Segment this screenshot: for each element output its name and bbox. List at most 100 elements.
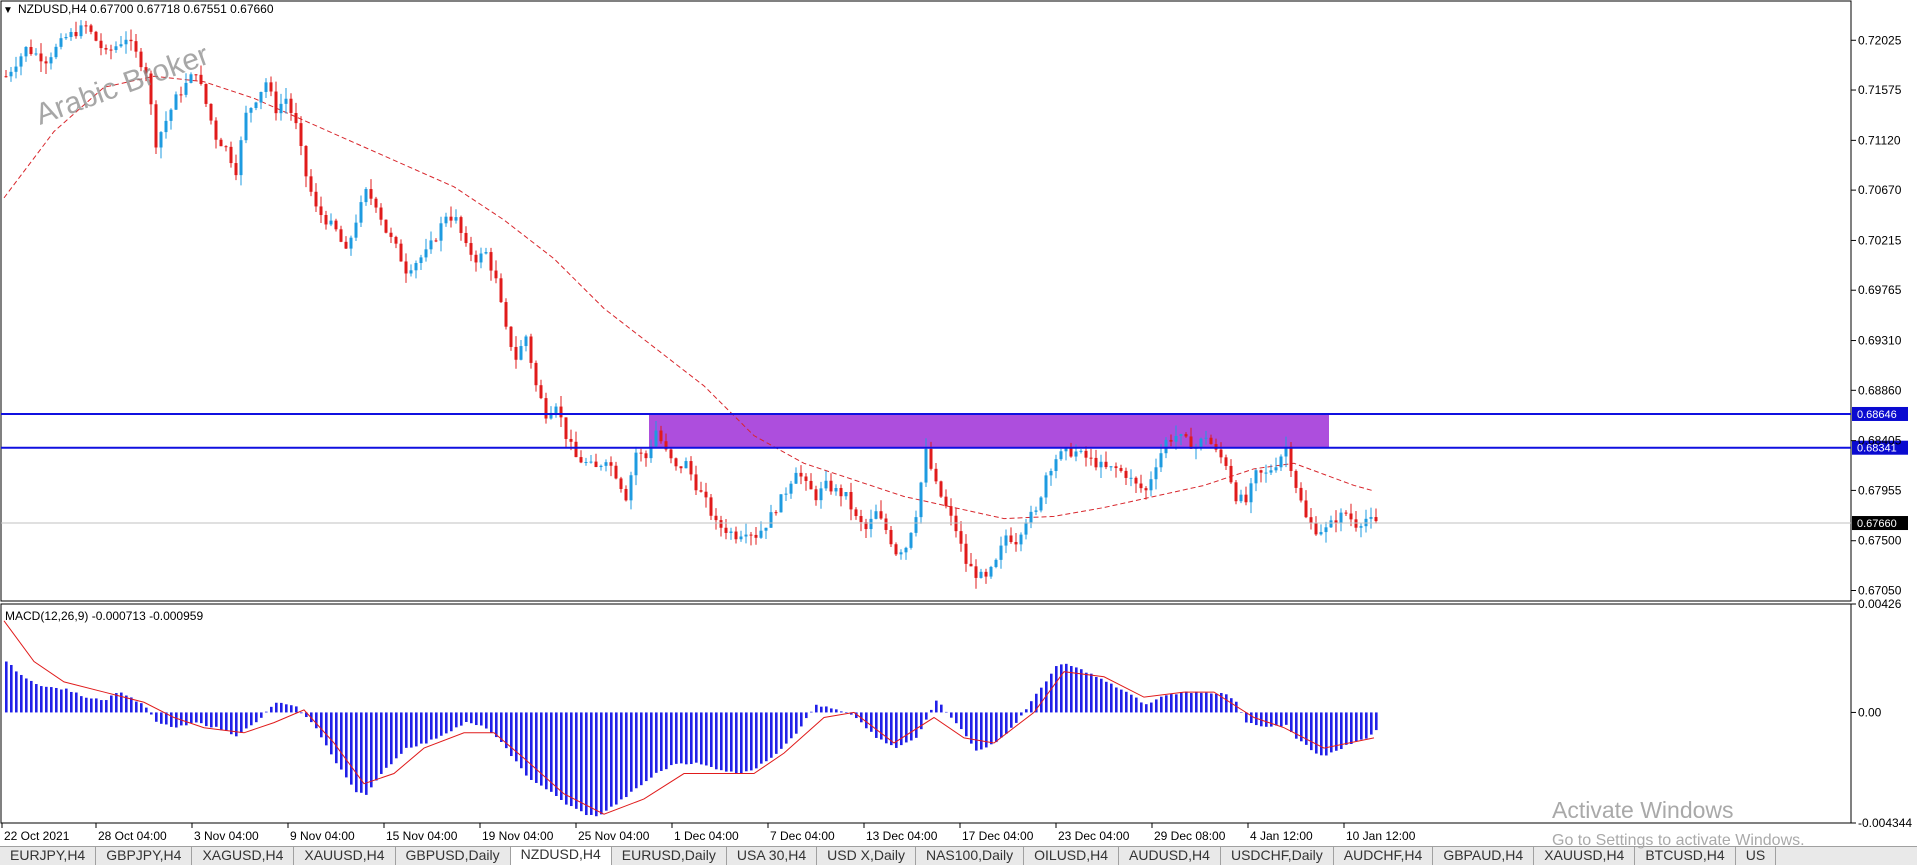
chart-tab[interactable]: NAS100,Daily [916, 847, 1025, 865]
candle-body [189, 74, 193, 83]
macd-histogram-bar [95, 698, 98, 713]
macd-histogram-bar [520, 712, 523, 769]
candle-body [404, 261, 408, 274]
price-pane[interactable] [0, 0, 1852, 602]
candle-body [174, 94, 178, 110]
macd-histogram-bar [705, 712, 708, 766]
candle-body [899, 552, 903, 555]
candle-body [84, 25, 88, 27]
chart-tab[interactable]: BTCUSD,H4 [1635, 847, 1736, 865]
candle-body [219, 139, 223, 147]
candle-body [334, 220, 338, 230]
chart-tab[interactable]: EURJPY,H4 [0, 847, 97, 865]
candle-body [424, 249, 428, 258]
candle-body [599, 465, 603, 468]
resistance-zone[interactable] [649, 413, 1329, 448]
chart-tab[interactable]: USD X,Daily [817, 847, 916, 865]
candle-body [264, 82, 268, 92]
candle-body [1049, 471, 1053, 476]
macd-histogram-bar [1340, 712, 1343, 750]
candle-body [769, 512, 773, 528]
chart-tab[interactable]: USDCHF,Daily [1221, 847, 1334, 865]
macd-histogram-bar [20, 674, 23, 713]
macd-histogram-bar [860, 712, 863, 723]
macd-histogram-bar [215, 712, 218, 727]
macd-histogram-bar [1335, 712, 1338, 751]
macd-histogram-bar [685, 712, 688, 765]
candle-body [1104, 461, 1108, 468]
chart-tab[interactable]: XAGUSD,H4 [192, 847, 295, 865]
price-axis-label: 0.72025 [1858, 33, 1902, 47]
chart-tab[interactable]: OILUSD,H4 [1024, 847, 1120, 865]
candle-body [1054, 459, 1058, 472]
macd-histogram-bar [535, 712, 538, 783]
candle-body [44, 61, 48, 64]
candle-body [854, 509, 858, 517]
candle-body [844, 492, 848, 497]
macd-histogram-bar [675, 712, 678, 764]
macd-histogram-bar [545, 712, 548, 790]
macd-histogram-bar [1210, 693, 1213, 713]
chart-tab[interactable]: AUDUSD,H4 [1119, 847, 1221, 865]
chart-tab[interactable]: GBPUSD,Daily [396, 847, 511, 865]
macd-histogram-bar [1110, 683, 1113, 713]
candle-body [1004, 535, 1008, 546]
chart-tab[interactable]: USA 30,H4 [727, 847, 818, 865]
candle-body [1034, 510, 1038, 512]
chart-tab[interactable]: EURUSD,Daily [612, 847, 727, 865]
candle-body [314, 191, 318, 207]
macd-histogram-bar [1195, 691, 1198, 713]
level-price-label: 0.68341 [1857, 443, 1897, 455]
candle-body [789, 483, 793, 494]
candle-body [979, 571, 983, 578]
chart-tab[interactable]: GBPJPY,H4 [96, 847, 193, 865]
macd-histogram-bar [80, 696, 83, 713]
chart-dropdown-icon[interactable]: ▼ [3, 5, 13, 16]
candle-body [674, 458, 678, 467]
candle-body [774, 512, 778, 514]
macd-histogram-bar [325, 712, 328, 746]
macd-histogram-bar [870, 712, 873, 732]
chart-tab[interactable]: NZDUSD,H4 [510, 847, 612, 865]
candle-body [1249, 483, 1253, 503]
candle-body [964, 543, 968, 564]
macd-histogram-bar [515, 712, 518, 762]
current-price-label-bg [1852, 516, 1908, 531]
candle-body [329, 220, 333, 225]
macd-axis-label: 0.00426 [1858, 597, 1902, 611]
macd-histogram-bar [1245, 712, 1248, 723]
macd-histogram-bar [815, 704, 818, 713]
macd-histogram-bar [525, 712, 528, 776]
macd-histogram-bar [965, 712, 968, 737]
candle-body [14, 66, 18, 72]
chart-tab[interactable]: XAUUSD,H4 [1534, 847, 1636, 865]
macd-histogram-bar [1135, 697, 1138, 713]
macd-histogram-bar [790, 712, 793, 739]
candle-body [1169, 439, 1173, 442]
chart-tab[interactable]: US [1736, 847, 1777, 865]
macd-histogram-bar [110, 695, 113, 713]
candle-body [1359, 526, 1363, 528]
macd-histogram-bar [285, 704, 288, 713]
candle-body [374, 198, 378, 208]
macd-histogram-bar [1305, 712, 1308, 745]
candle-body [539, 385, 543, 399]
price-axis-label: 0.70670 [1858, 183, 1902, 197]
candle-body [229, 146, 233, 164]
candle-body [29, 46, 33, 54]
candle-body [239, 140, 243, 176]
macd-histogram-bar [45, 686, 48, 713]
macd-histogram-bar [805, 712, 808, 719]
candle-body [544, 398, 548, 419]
chart-tab[interactable]: GBPAUD,H4 [1433, 847, 1535, 865]
candle-body [1129, 477, 1133, 479]
chart-tab[interactable]: XAUUSD,H4 [294, 847, 396, 865]
candle-body [114, 46, 118, 50]
macd-histogram-bar [360, 712, 363, 793]
macd-histogram-bar [985, 712, 988, 748]
macd-histogram-bar [1075, 667, 1078, 713]
macd-histogram-bar [390, 712, 393, 765]
macd-histogram-bar [1265, 712, 1268, 727]
chart-tab[interactable]: AUDCHF,H4 [1334, 847, 1434, 865]
